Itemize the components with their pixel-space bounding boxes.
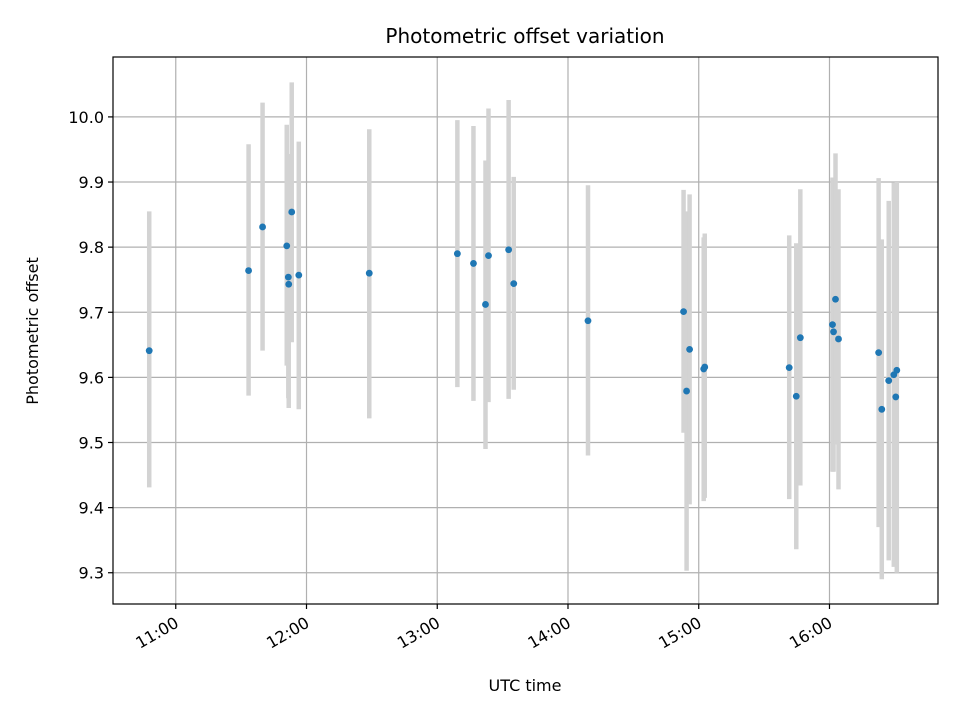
y-tick-label: 10.0 xyxy=(68,108,104,127)
y-tick-label: 9.8 xyxy=(79,238,104,257)
x-axis-label: UTC time xyxy=(489,676,562,695)
y-tick-label: 9.5 xyxy=(79,434,104,453)
data-point xyxy=(875,349,883,357)
data-point xyxy=(485,252,492,260)
data-point xyxy=(283,242,291,250)
plot-frame xyxy=(112,56,939,605)
data-point xyxy=(701,363,709,371)
data-point xyxy=(259,223,266,231)
y-tick-label: 9.3 xyxy=(79,564,104,583)
data-point xyxy=(796,334,804,342)
data-point xyxy=(683,387,690,395)
chart-title: Photometric offset variation xyxy=(385,24,664,48)
data-point xyxy=(505,246,513,254)
data-point xyxy=(892,393,900,401)
data-point xyxy=(686,345,693,353)
data-point xyxy=(285,280,293,288)
data-points xyxy=(145,208,901,413)
data-point xyxy=(829,321,836,329)
data-point xyxy=(295,271,303,279)
data-point xyxy=(145,347,153,355)
data-point xyxy=(832,295,839,303)
data-point xyxy=(680,308,687,316)
data-point xyxy=(245,267,252,274)
data-point xyxy=(878,405,886,413)
data-point xyxy=(288,208,296,216)
y-axis-label: Photometric offset xyxy=(23,257,42,405)
data-point xyxy=(510,280,518,288)
data-point xyxy=(482,301,489,308)
data-point xyxy=(284,273,292,281)
data-point xyxy=(885,377,893,385)
data-point xyxy=(792,392,800,400)
data-point xyxy=(365,269,373,277)
y-tick-label: 9.7 xyxy=(79,303,104,322)
data-point xyxy=(584,317,592,325)
data-point xyxy=(835,335,842,343)
data-point xyxy=(785,364,793,372)
data-point xyxy=(453,250,461,258)
y-tick-label: 9.9 xyxy=(79,173,104,192)
data-point xyxy=(830,328,837,336)
y-tick-label: 9.6 xyxy=(79,368,104,387)
data-point xyxy=(470,260,477,267)
data-point xyxy=(893,366,901,374)
y-tick-label: 9.4 xyxy=(79,499,104,518)
